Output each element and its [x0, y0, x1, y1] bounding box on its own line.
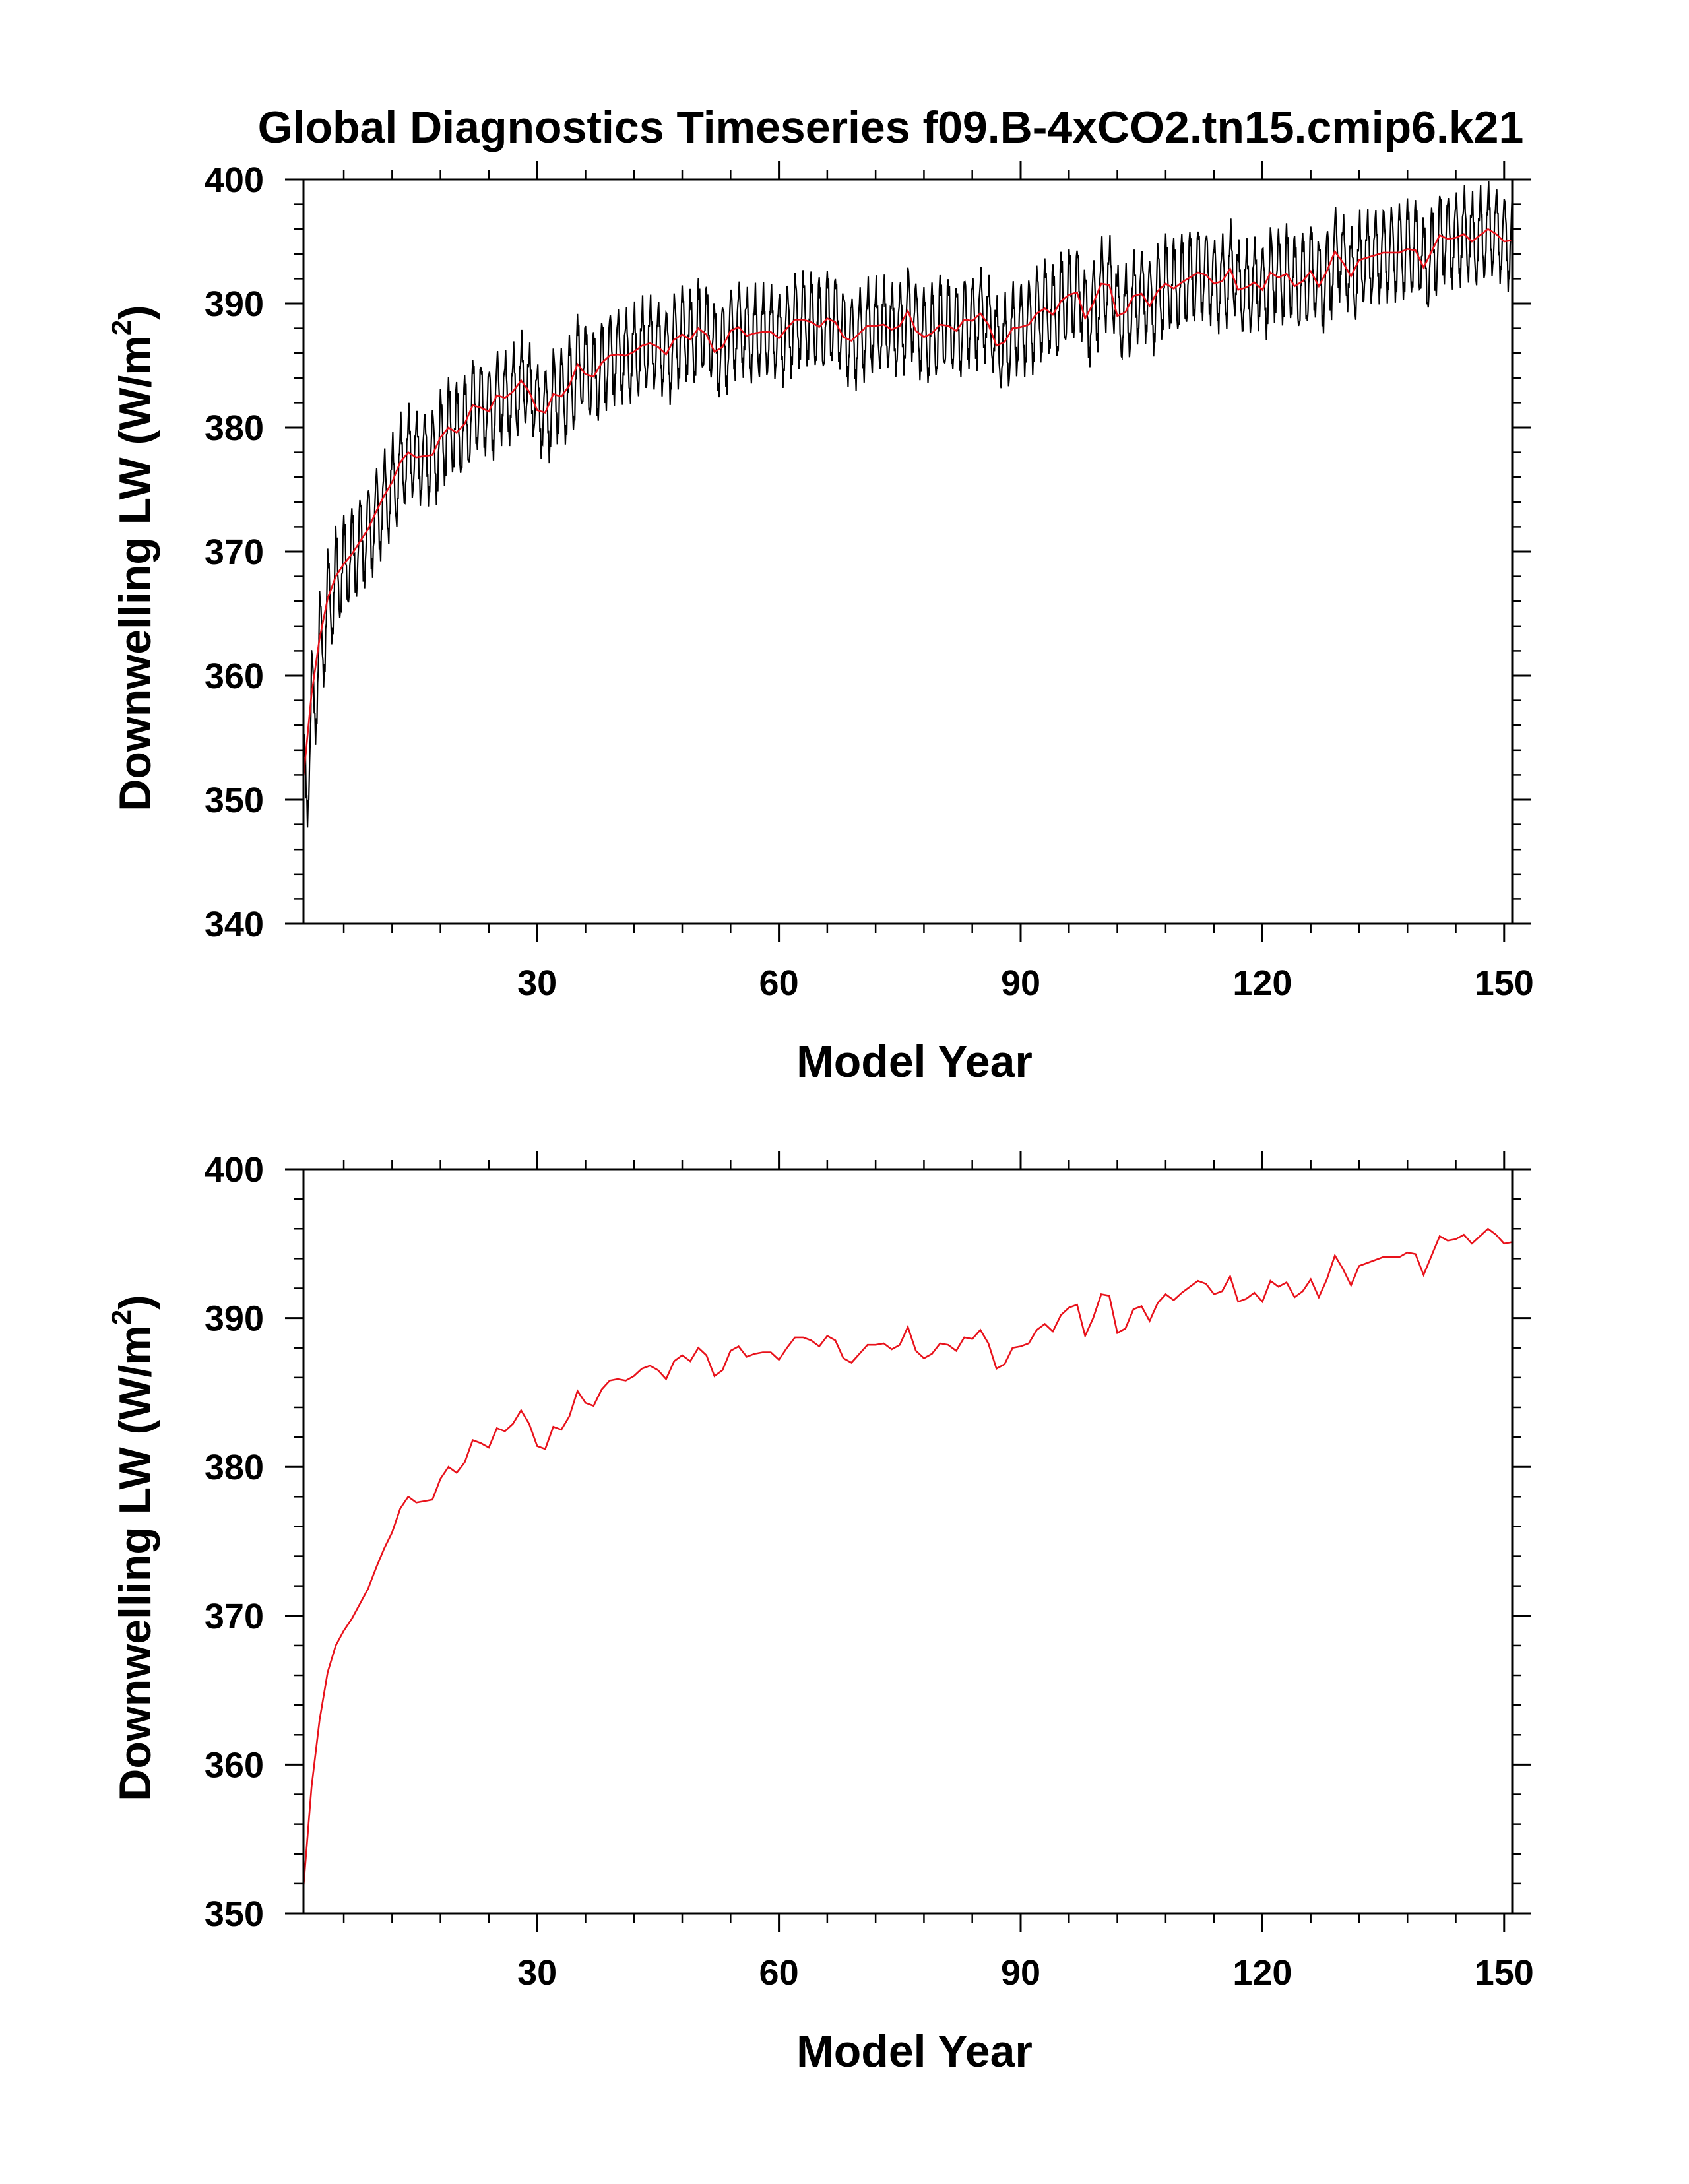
x-tick-label: 90 — [1001, 963, 1040, 1003]
y-tick-label: 380 — [205, 1448, 264, 1487]
monthly-mean-series-line — [303, 181, 1512, 828]
x-tick-label: 150 — [1475, 963, 1534, 1003]
annual-mean-series-line — [303, 228, 1512, 778]
x-tick-label: 90 — [1001, 1953, 1040, 1993]
figure-title: Global Diagnostics Timeseries f09.B-4xCO… — [258, 102, 1524, 152]
y-axis-label-main: Downwelling LW (W/m — [110, 1325, 160, 1801]
y-axis-label-close: ) — [110, 305, 160, 320]
x-axis-label: Model Year — [796, 1037, 1033, 1087]
y-tick-label: 350 — [205, 1894, 264, 1934]
y-tick-label: 360 — [205, 657, 264, 696]
plot-area — [303, 1227, 1512, 1887]
y-axis-label: Downwelling LW (W/m2) — [106, 1295, 160, 1801]
axes: 350 360 370 380 390 400 30 60 90 120 150 — [205, 1150, 1534, 1993]
y-axis-label-superscript: 2 — [106, 1310, 137, 1325]
y-tick-label: 390 — [205, 284, 264, 324]
annual-mean-series-line — [303, 1227, 1512, 1887]
y-tick-label: 360 — [205, 1745, 264, 1785]
plot-area — [303, 181, 1512, 828]
y-tick-label: 340 — [205, 905, 264, 944]
y-tick-label: 370 — [205, 532, 264, 572]
y-axis-label: Downwelling LW (W/m2) — [106, 305, 160, 812]
x-tick-label: 150 — [1475, 1953, 1534, 1993]
plot-frame — [302, 1168, 1514, 1915]
x-tick-label: 120 — [1232, 963, 1292, 1003]
y-tick-label: 400 — [205, 1150, 264, 1190]
y-tick-label: 370 — [205, 1597, 264, 1636]
bottom-panel-annual-mean: 350 360 370 380 390 400 30 60 90 120 150 Model Year… — [106, 1150, 1534, 2076]
x-tick-label: 60 — [759, 1953, 799, 1993]
x-tick-label: 60 — [759, 963, 799, 1003]
y-axis-label-main: Downwelling LW (W/m — [110, 335, 160, 811]
x-tick-label: 30 — [517, 1953, 557, 1993]
x-tick-label: 120 — [1232, 1953, 1292, 1993]
x-axis-label: Model Year — [796, 2026, 1033, 2076]
y-tick-label: 400 — [205, 160, 264, 200]
axes: 340 350 360 370 380 390 400 30 60 90 120 150 — [205, 160, 1534, 1003]
x-tick-label: 30 — [517, 963, 557, 1003]
y-axis-label-close: ) — [110, 1295, 160, 1310]
y-axis-label-superscript: 2 — [106, 320, 137, 335]
y-tick-label: 390 — [205, 1299, 264, 1339]
top-panel-monthly-and-annual: 340 350 360 370 380 390 400 30 60 90 120 150 Model Y… — [106, 160, 1534, 1087]
y-tick-label: 350 — [205, 781, 264, 820]
y-tick-label: 380 — [205, 408, 264, 448]
